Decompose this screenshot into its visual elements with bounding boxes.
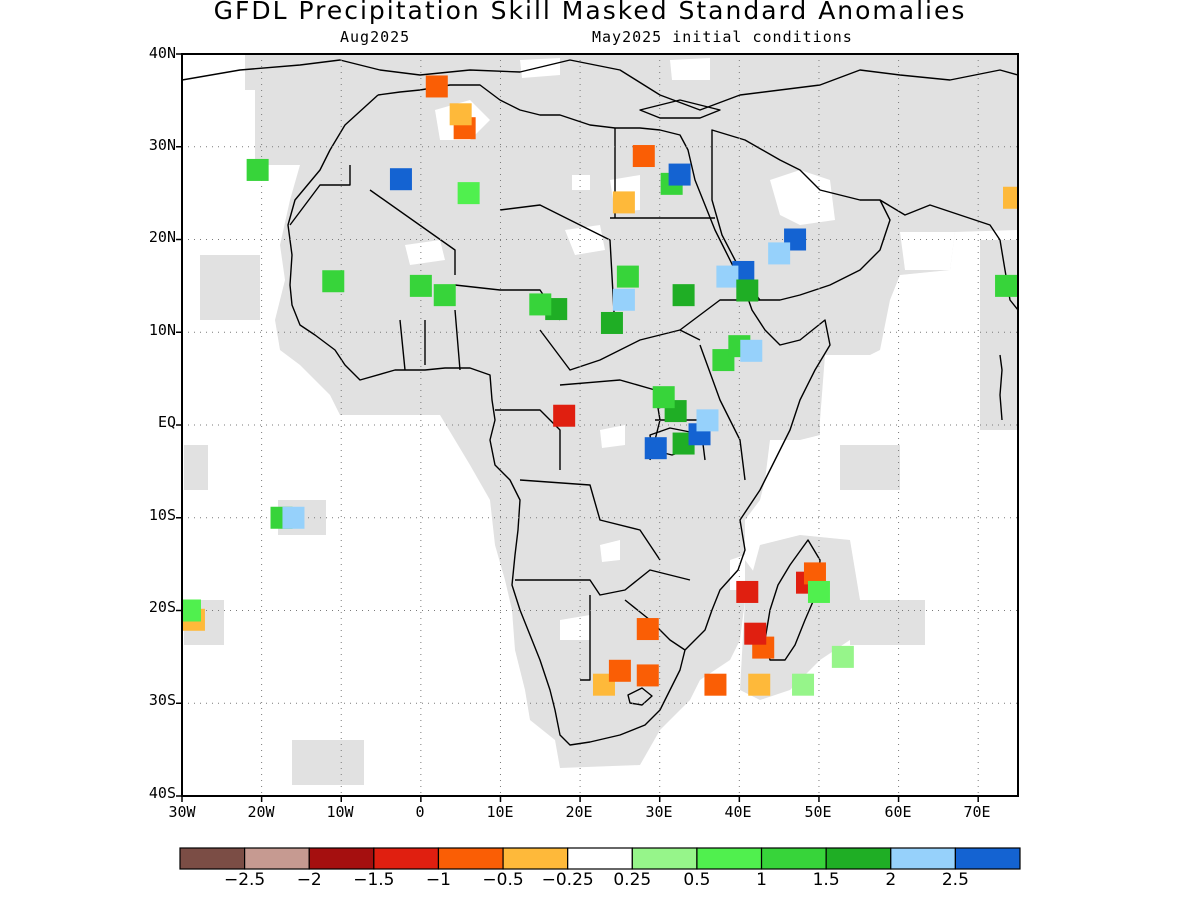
- anomaly-patch-sudan-light: [612, 288, 635, 311]
- anomaly-patch-madagascar-red: [736, 580, 759, 603]
- anomaly-patch-madagascar-south: [748, 673, 771, 696]
- anomaly-patch-sahara-west: [389, 168, 412, 191]
- colorbar-label: −1: [425, 870, 451, 890]
- colorbar-swatch: [502, 847, 569, 870]
- anomaly-patch-south-africa-3: [636, 664, 659, 687]
- anomaly-patch-india-west: [995, 274, 1018, 297]
- anomaly-patch-red-sea-west: [612, 191, 635, 214]
- anomaly-patch-saudi-2: [768, 242, 791, 265]
- lat-label: 40S: [148, 784, 176, 802]
- anomaly-patch-ethiopia-light: [740, 339, 763, 362]
- colorbar-swatch: [696, 847, 763, 870]
- anomaly-patch-senegal: [322, 270, 345, 293]
- anomaly-patch-trindade-green: [182, 599, 201, 622]
- anomaly-patches: [182, 75, 1018, 696]
- page-title: GFDL Precipitation Skill Masked Standard…: [213, 0, 967, 25]
- lon-label: 50E: [804, 803, 832, 821]
- anomaly-patch-south-africa-2: [608, 659, 631, 682]
- initial-conditions: May2025 initial conditions: [592, 28, 853, 46]
- colorbar-label: −0.25: [541, 870, 594, 890]
- colorbar-swatch: [244, 847, 310, 870]
- colorbar-label: 0.25: [613, 870, 652, 890]
- anomaly-patch-canary: [246, 158, 269, 181]
- anomaly-patch-chad-2: [529, 293, 552, 316]
- colorbar-swatch: [890, 847, 956, 870]
- anomaly-patch-madagascar-west-2: [744, 622, 767, 645]
- anomaly-patch-uganda-2: [652, 386, 675, 409]
- anomaly-patch-sudan-west: [600, 311, 623, 334]
- anomaly-patch-indian-ocean-green: [792, 673, 815, 696]
- colorbar-swatch: [308, 847, 375, 870]
- anomaly-patch-madagascar-north-2: [803, 562, 826, 585]
- colorbar-swatch: [825, 847, 892, 870]
- anomaly-patch-algeria-south: [457, 182, 480, 205]
- colorbar-label: 0.5: [683, 870, 711, 890]
- colorbar-swatch: [631, 847, 698, 870]
- anomaly-patch-algeria-north-2: [449, 103, 472, 126]
- lon-label: 0: [415, 803, 425, 821]
- anomaly-patch-sudan-green: [616, 265, 639, 288]
- anomaly-patch-mozambique: [704, 673, 727, 696]
- lon-label: 60E: [884, 803, 912, 821]
- lon-label: 30W: [168, 803, 196, 821]
- anomaly-patch-indian-ocean-green-2: [831, 645, 854, 668]
- lat-label: 20S: [148, 598, 176, 616]
- anomaly-patch-egypt-orange: [632, 145, 655, 168]
- lat-label: EQ: [157, 413, 176, 431]
- colorbar-swatch: [179, 847, 246, 870]
- anomaly-patch-zim-border: [636, 618, 659, 641]
- colorbar-label: −1.5: [353, 870, 395, 890]
- colorbar-label: −0.5: [482, 870, 524, 890]
- anomaly-patch-egypt-blue: [668, 163, 691, 186]
- anomaly-patch-st-helena-blue: [282, 506, 305, 529]
- anomaly-patch-eritrea-light: [716, 265, 739, 288]
- anomaly-patch-india-west-2: [1003, 186, 1018, 209]
- lat-label: 30S: [148, 691, 176, 709]
- colorbar-label: −2.5: [223, 870, 266, 890]
- anomaly-patch-morocco-coast: [425, 75, 448, 98]
- lon-label: 20W: [247, 803, 275, 821]
- lat-label: 40N: [148, 44, 176, 62]
- anomaly-patch-mali: [409, 274, 432, 297]
- anomaly-patch-eritrea-green: [736, 279, 759, 302]
- colorbar-label: −2: [296, 870, 322, 890]
- colorbar-label: 2: [885, 870, 897, 890]
- anomaly-patch-niger: [433, 284, 456, 307]
- colorbar-swatch: [954, 847, 1021, 870]
- colorbar-label: 1: [756, 870, 767, 890]
- lat-label: 30N: [148, 136, 176, 154]
- lon-label: 30E: [645, 803, 673, 821]
- lon-label: 10W: [326, 803, 354, 821]
- anomaly-patch-kenya-light: [696, 409, 719, 432]
- colorbar-label: 2.5: [941, 870, 969, 890]
- lon-label: 20E: [565, 803, 593, 821]
- anomaly-patch-sudan-green-2: [672, 284, 695, 307]
- colorbar-swatch: [567, 847, 633, 870]
- forecast-month: Aug2025: [340, 28, 411, 46]
- graticule: [182, 54, 1018, 796]
- colorbar-label: 1.5: [812, 870, 840, 890]
- axis-ticks: [176, 53, 979, 802]
- colorbar-swatch: [437, 847, 504, 870]
- colorbar-swatch: [373, 847, 440, 870]
- lon-label: 70E: [963, 803, 991, 821]
- anomaly-patch-cameroon: [553, 404, 576, 427]
- colorbar: [179, 847, 1021, 870]
- lat-label: 20N: [148, 228, 176, 246]
- anomaly-patch-rwanda-blue: [644, 437, 667, 460]
- lat-label: 10N: [148, 321, 176, 339]
- lon-label: 40E: [724, 803, 752, 821]
- colorbar-swatch: [760, 847, 827, 870]
- lon-label: 10E: [486, 803, 514, 821]
- lat-label: 10S: [148, 506, 176, 524]
- anomaly-patch-madagascar-green: [807, 580, 830, 603]
